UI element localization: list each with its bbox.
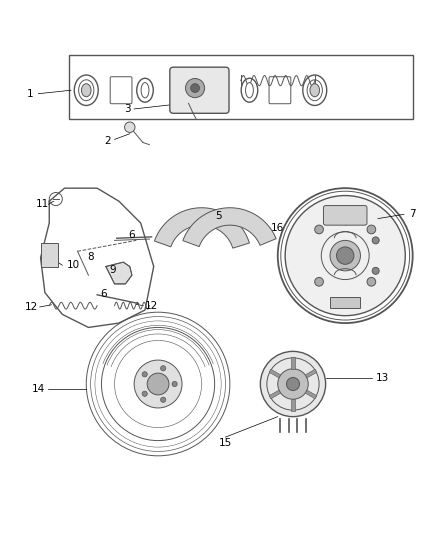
Polygon shape	[106, 262, 132, 284]
Circle shape	[278, 369, 308, 399]
Text: 13: 13	[375, 373, 389, 383]
Text: 10: 10	[67, 260, 80, 270]
Circle shape	[161, 366, 166, 371]
Circle shape	[191, 84, 199, 92]
Text: 5: 5	[215, 212, 223, 221]
Circle shape	[124, 122, 135, 133]
Bar	[291, 358, 295, 369]
Circle shape	[285, 196, 405, 316]
Text: 3: 3	[124, 104, 131, 114]
Text: 16: 16	[271, 223, 284, 233]
Text: 12: 12	[145, 301, 158, 311]
Circle shape	[372, 237, 379, 244]
Bar	[269, 369, 281, 378]
Circle shape	[330, 240, 360, 271]
Circle shape	[315, 277, 323, 286]
Polygon shape	[183, 208, 276, 247]
Circle shape	[142, 372, 147, 377]
Circle shape	[315, 225, 323, 234]
Circle shape	[367, 225, 376, 234]
Text: 6: 6	[100, 289, 107, 299]
Circle shape	[134, 360, 182, 408]
FancyBboxPatch shape	[323, 206, 367, 225]
Text: 2: 2	[105, 136, 111, 146]
Text: 4: 4	[342, 212, 349, 222]
Circle shape	[336, 247, 354, 264]
Circle shape	[372, 268, 379, 274]
Ellipse shape	[141, 83, 149, 98]
Text: 8: 8	[87, 252, 94, 262]
Text: 1: 1	[26, 88, 33, 99]
Polygon shape	[155, 208, 249, 248]
Ellipse shape	[310, 84, 320, 97]
Circle shape	[260, 351, 325, 417]
Text: 12: 12	[25, 302, 38, 312]
Bar	[269, 390, 281, 399]
Ellipse shape	[81, 84, 91, 97]
Text: 11: 11	[36, 199, 49, 209]
Circle shape	[142, 391, 147, 397]
Bar	[305, 390, 317, 399]
Circle shape	[172, 382, 177, 386]
Bar	[41, 243, 58, 266]
FancyBboxPatch shape	[170, 67, 229, 114]
Circle shape	[286, 377, 300, 391]
Bar	[305, 369, 317, 378]
Circle shape	[161, 397, 166, 402]
Ellipse shape	[246, 83, 253, 98]
Circle shape	[147, 373, 169, 395]
Text: 6: 6	[129, 230, 135, 240]
Text: 15: 15	[219, 438, 232, 448]
Text: 7: 7	[410, 209, 416, 219]
Circle shape	[367, 277, 376, 286]
Text: 9: 9	[109, 265, 116, 275]
Bar	[291, 399, 295, 410]
Bar	[330, 297, 360, 308]
Circle shape	[185, 78, 205, 98]
Bar	[69, 55, 413, 118]
Text: 14: 14	[32, 384, 45, 394]
